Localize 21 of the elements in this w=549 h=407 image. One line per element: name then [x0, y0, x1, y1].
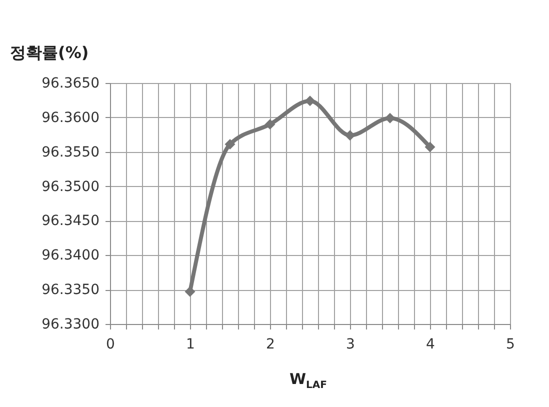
- y-tick-label: 96.3600: [42, 110, 100, 126]
- point: [304, 96, 316, 106]
- point: [224, 139, 236, 150]
- y-tick-label: 96.3450: [42, 213, 100, 230]
- point: [424, 142, 436, 152]
- x-tick-label: 3: [346, 336, 355, 352]
- chart-title: 정확률(%): [10, 43, 89, 62]
- point: [184, 286, 196, 297]
- point: [264, 119, 276, 130]
- y-tick-label: 96.3350: [42, 282, 100, 298]
- y-tick-label: 96.3300: [42, 316, 100, 332]
- y-tick-label: 96.3550: [42, 144, 100, 160]
- y-tick-label: 96.3400: [42, 248, 100, 264]
- x-tick-label: 1: [186, 336, 195, 352]
- x-tick-label: 4: [426, 336, 436, 352]
- x-tick-label: 0: [106, 336, 115, 352]
- point: [344, 130, 356, 141]
- x-tick-label: 2: [266, 336, 275, 352]
- y-tick-label: 96.3500: [42, 178, 100, 195]
- y-tick-label: 96.3650: [42, 76, 100, 92]
- x-tick-label: 5: [506, 336, 515, 352]
